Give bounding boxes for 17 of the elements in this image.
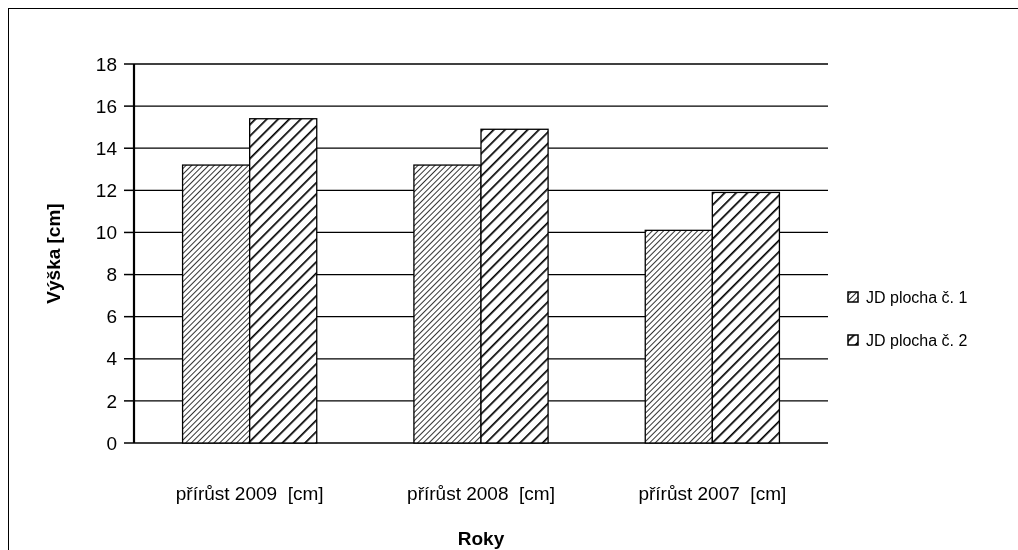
y-tick-label: 10	[95, 222, 117, 244]
y-tick-label: 2	[106, 390, 117, 412]
x-tick-label: přírůst 2008 [cm]	[407, 483, 555, 504]
legend-label: JD plocha č. 2	[866, 331, 968, 349]
y-tick-label: 12	[95, 179, 117, 201]
x-tick-label: přírůst 2007 [cm]	[638, 483, 787, 504]
y-tick-label: 8	[106, 264, 117, 286]
y-tick-label: 14	[95, 137, 118, 159]
y-tick-label: 16	[95, 95, 117, 117]
y-tick-label: 0	[106, 432, 117, 454]
x-tick-label: přírůst 2009 [cm]	[175, 483, 324, 504]
y-axis-title: Výška [cm]	[43, 203, 64, 304]
y-tick-label: 6	[106, 306, 117, 328]
y-tick-label: 4	[106, 348, 118, 370]
x-axis-title: Roky	[457, 528, 505, 549]
y-tick-label: 18	[95, 53, 117, 75]
legend-label: JD plocha č. 1	[866, 288, 968, 306]
